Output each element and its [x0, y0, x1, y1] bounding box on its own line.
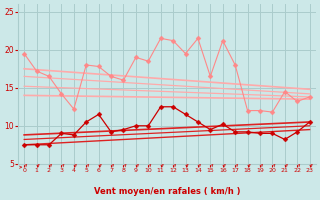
X-axis label: Vent moyen/en rafales ( km/h ): Vent moyen/en rafales ( km/h ) [94, 187, 240, 196]
